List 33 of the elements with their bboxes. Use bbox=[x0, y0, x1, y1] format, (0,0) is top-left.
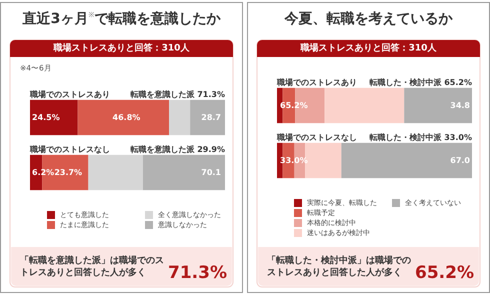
y-tick-label: 職場でのストレスあり bbox=[29, 90, 110, 99]
y-tick-label: 職場でのストレスなし bbox=[29, 145, 110, 154]
text: 「転職を意識した派」は職場でのストレスありと回答した人が多く bbox=[20, 255, 164, 278]
annotation: 転職を意識した派 71.3% bbox=[129, 90, 225, 99]
data-label: 6.2% bbox=[32, 168, 54, 177]
data-label: 34.8 bbox=[450, 101, 470, 110]
bar bbox=[324, 88, 404, 124]
annotation: 28.7 bbox=[201, 113, 221, 122]
annotation: 転職した・検討中派 33.0% bbox=[368, 133, 472, 142]
bar bbox=[78, 100, 170, 136]
bar bbox=[341, 142, 472, 178]
data-label: 23.7% bbox=[54, 168, 82, 177]
bar bbox=[30, 100, 78, 136]
y-tick-label: 職場でのストレスあり bbox=[276, 78, 357, 87]
bar bbox=[88, 154, 143, 190]
annotation: 転職した・検討中派 65.2% bbox=[368, 78, 472, 87]
chart-subtitle: 職場ストレスありと回答：310人 bbox=[300, 42, 438, 54]
annotation: 65.2% bbox=[280, 101, 308, 110]
data-label: 24.5% bbox=[32, 113, 60, 122]
data-label: 67.0 bbox=[450, 156, 470, 165]
bar bbox=[404, 88, 472, 124]
data-label: 46.8% bbox=[112, 113, 140, 122]
y-tick-label: 職場でのストレスなし bbox=[276, 133, 357, 142]
annotation: 70.1 bbox=[201, 168, 222, 177]
annotation: 転職を意識した派 29.9% bbox=[129, 145, 225, 154]
text: 「転職した・検討中派」は職場でのストレスありと回答した人が多く bbox=[267, 255, 411, 278]
chart-title: 今夏、転職を考えているか bbox=[284, 10, 454, 27]
bar bbox=[190, 100, 225, 136]
bar bbox=[169, 100, 190, 136]
bar bbox=[142, 154, 225, 190]
text: 65.2% bbox=[415, 263, 474, 283]
chart-subtitle: 職場ストレスありと回答：310人 bbox=[52, 42, 190, 54]
text: 71.3% bbox=[168, 263, 227, 283]
